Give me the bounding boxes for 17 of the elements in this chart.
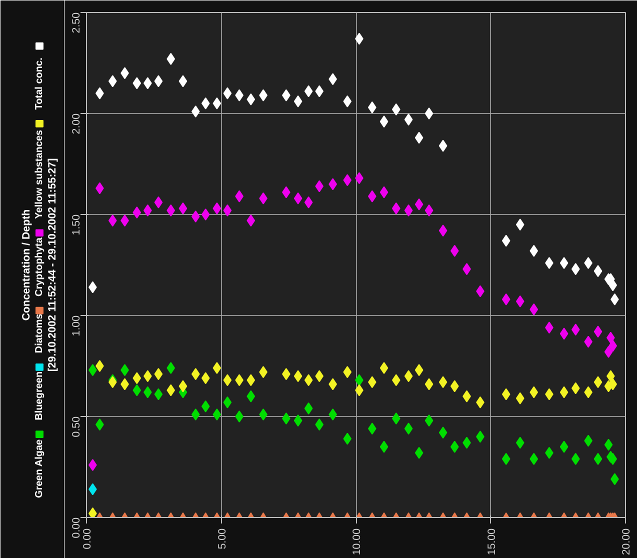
- y-tick-label: 1.50: [70, 214, 82, 236]
- legend-label: Cryptophyta: [34, 237, 45, 296]
- y-tick-label: 1.00: [70, 315, 82, 336]
- legend-label: Yellow substances: [34, 129, 45, 219]
- legend-label: Total conc.: [34, 57, 45, 110]
- legend-label: Diatoms: [34, 313, 45, 354]
- y-tick-label: 0.50: [70, 416, 82, 438]
- x-tick-label: 5.00: [216, 528, 228, 550]
- legend-title: Concentration / Depth: [20, 209, 32, 321]
- legend-label: Green Algae: [34, 438, 45, 498]
- x-tick-label: 15.00: [486, 528, 498, 556]
- x-tick-label: 20.00: [620, 528, 632, 556]
- y-tick-label: 2.00: [70, 113, 82, 134]
- legend-label: Bluegreen: [34, 371, 45, 420]
- x-tick-label: 10.00: [351, 528, 363, 556]
- text: [29.10.2002 11:52:44 - 29.10.2002 11:55:27]: [46, 158, 58, 372]
- y-tick-label: 2.50: [70, 12, 82, 34]
